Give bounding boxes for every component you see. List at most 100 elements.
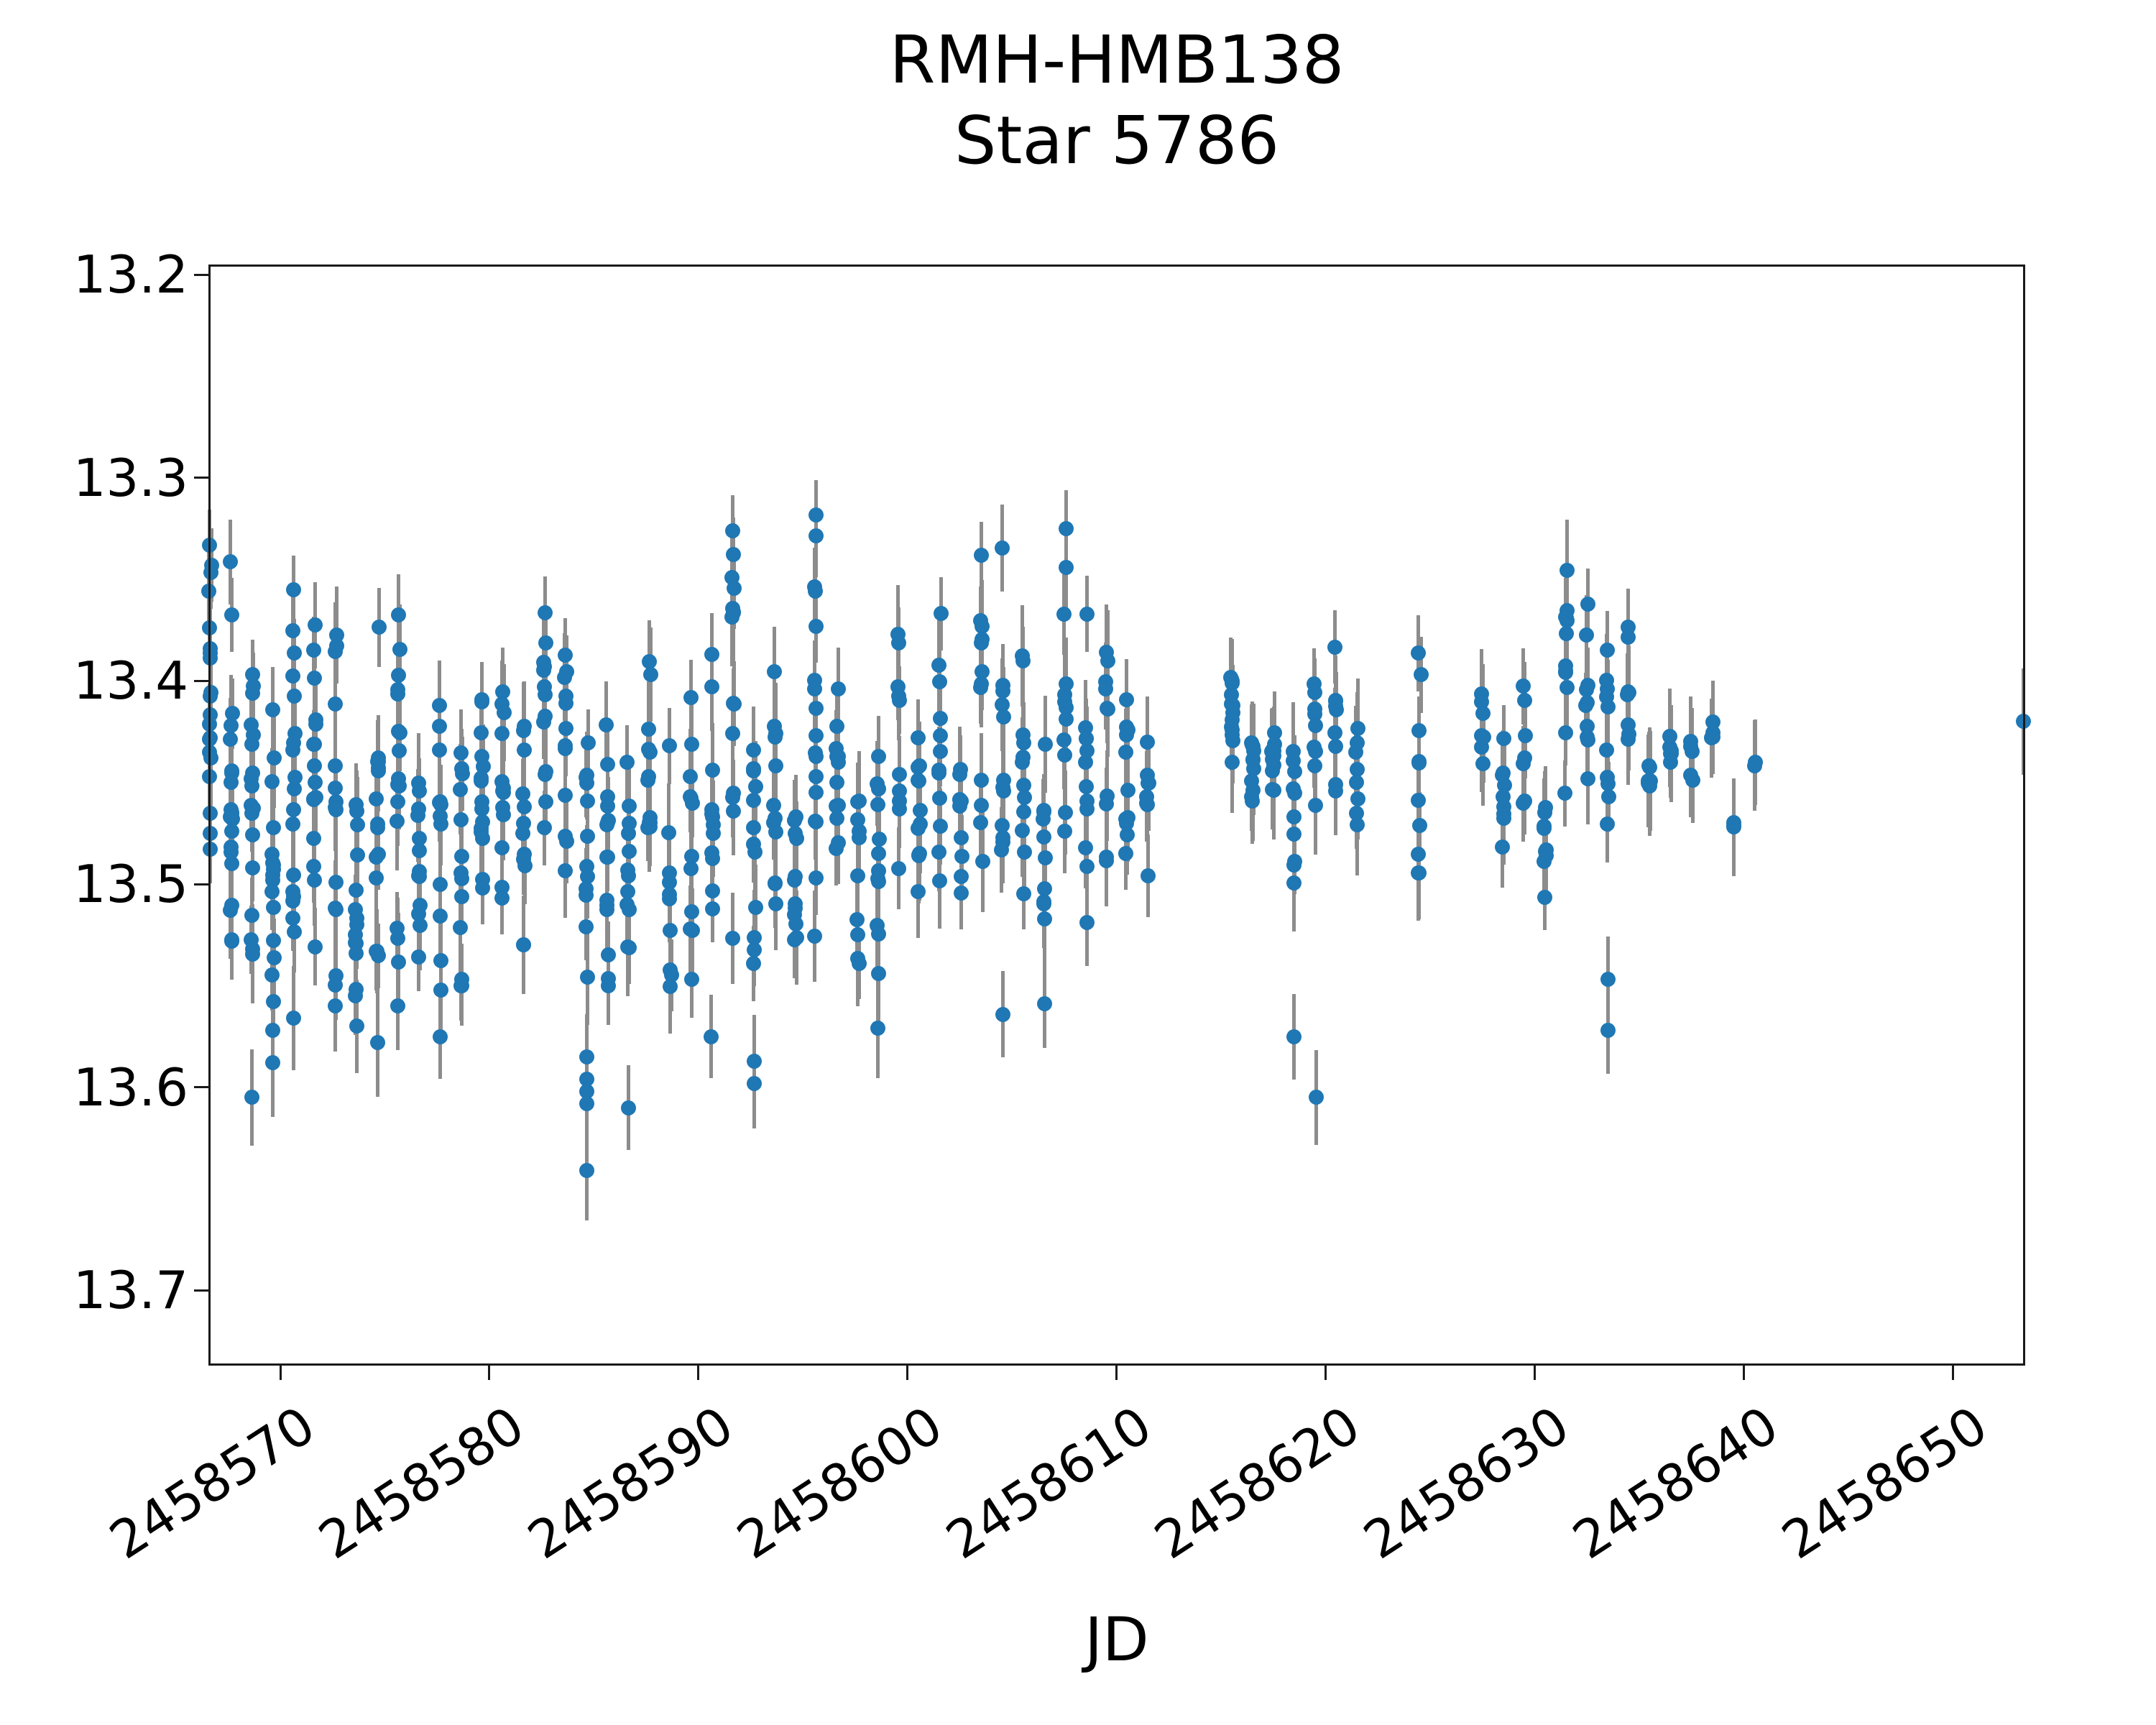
data-point: [787, 932, 803, 948]
data-point: [1475, 706, 1491, 722]
data-point: [1411, 792, 1427, 808]
data-point: [1140, 776, 1156, 791]
data-point: [1307, 676, 1322, 692]
data-point: [580, 969, 596, 985]
data-point: [1580, 677, 1595, 693]
data-point: [285, 623, 301, 639]
data-point: [684, 849, 700, 865]
data-point: [265, 1055, 281, 1071]
data-point: [1662, 729, 1677, 745]
data-point: [725, 726, 741, 742]
x-tick-label: 2458650: [1772, 1394, 1998, 1571]
data-point: [954, 794, 969, 809]
data-point: [684, 796, 700, 811]
data-point: [348, 902, 364, 918]
data-point: [1308, 798, 1324, 814]
data-point: [494, 684, 510, 700]
data-point: [349, 1018, 364, 1034]
data-point: [245, 946, 261, 962]
data-point: [933, 728, 949, 744]
data-point: [1016, 778, 1032, 794]
data-point: [601, 978, 617, 993]
data-point: [454, 848, 470, 864]
y-tick-mark: [194, 1289, 208, 1292]
data-point: [725, 523, 741, 539]
data-point: [619, 897, 635, 913]
data-point: [806, 929, 822, 944]
data-point: [265, 1023, 281, 1039]
data-point: [767, 810, 783, 826]
y-tick-label: 13.2: [73, 244, 188, 305]
chart-title-line2: Star 5786: [954, 102, 1280, 179]
data-point: [745, 742, 761, 758]
data-point: [1224, 696, 1240, 712]
data-point: [1036, 804, 1052, 820]
data-point: [410, 807, 426, 823]
data-point: [622, 799, 637, 814]
data-point: [1558, 664, 1574, 680]
data-point: [244, 1090, 260, 1105]
data-point: [808, 814, 824, 830]
data-point: [328, 802, 344, 818]
data-point: [768, 730, 783, 745]
data-point: [1057, 824, 1073, 839]
x-tick-label: 2458600: [726, 1394, 953, 1571]
data-point: [245, 765, 261, 781]
data-point: [600, 756, 616, 772]
y-tick-mark: [194, 1086, 208, 1089]
data-point: [1015, 648, 1031, 664]
data-point: [243, 717, 259, 733]
data-point: [912, 802, 928, 818]
data-point: [1307, 744, 1323, 760]
data-point: [390, 998, 406, 1014]
data-point: [224, 706, 240, 722]
data-point: [474, 880, 490, 896]
data-point: [245, 666, 261, 682]
data-point: [746, 930, 762, 946]
data-point: [349, 804, 364, 819]
data-point: [1496, 811, 1512, 827]
data-point: [682, 769, 698, 785]
data-point: [746, 942, 762, 957]
data-point: [933, 711, 949, 727]
data-point: [579, 881, 594, 897]
data-point: [640, 769, 656, 785]
data-point: [1139, 788, 1155, 804]
data-point: [1036, 996, 1052, 1012]
data-point: [579, 1083, 595, 1099]
data-point: [222, 554, 238, 570]
data-point: [747, 844, 763, 860]
x-tick-label: 2458620: [1144, 1394, 1371, 1571]
data-point: [640, 721, 656, 737]
data-point: [871, 781, 887, 797]
data-point: [808, 528, 824, 544]
data-point: [1098, 681, 1114, 696]
data-point: [1078, 731, 1094, 747]
data-point: [1286, 875, 1302, 891]
data-point: [306, 873, 322, 888]
data-point: [369, 791, 384, 806]
data-point: [1015, 822, 1030, 838]
y-tick-label: 13.6: [73, 1057, 188, 1118]
data-point: [1058, 804, 1074, 820]
data-point: [515, 786, 530, 801]
data-point: [433, 1029, 448, 1044]
data-point: [433, 983, 448, 998]
data-point: [1265, 781, 1281, 797]
data-point: [265, 855, 281, 870]
x-tick-mark: [1324, 1366, 1327, 1380]
data-point: [1327, 738, 1343, 754]
data-point: [390, 814, 405, 829]
data-point: [1037, 850, 1053, 866]
data-point: [642, 666, 658, 682]
data-point: [1037, 736, 1053, 752]
data-point: [995, 1006, 1010, 1022]
data-point: [1016, 789, 1032, 805]
data-point: [1078, 754, 1093, 770]
data-point: [871, 831, 887, 847]
data-point: [683, 861, 699, 877]
data-point: [1413, 667, 1429, 683]
x-tick-mark: [906, 1366, 909, 1380]
data-point: [704, 802, 720, 818]
